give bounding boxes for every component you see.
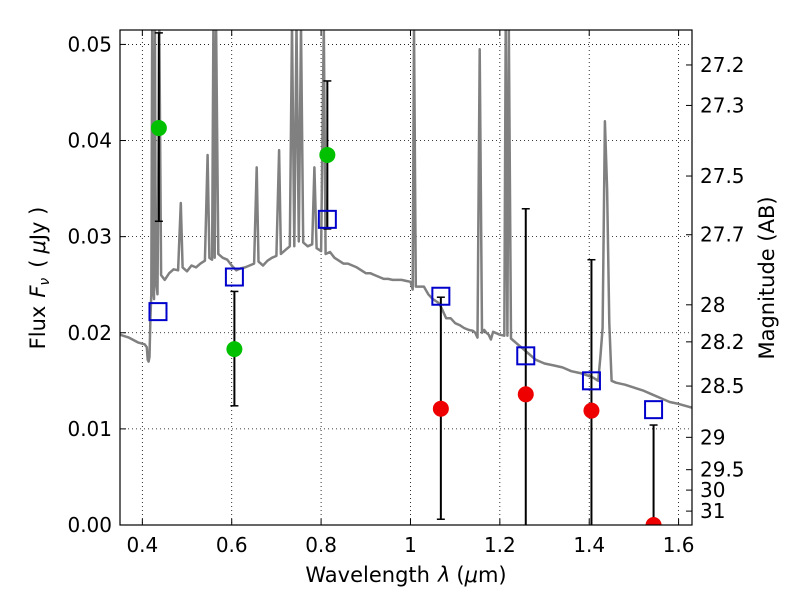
- x-tick-label: 1.6: [663, 533, 695, 557]
- magnitude-tick-label: 28: [700, 293, 725, 317]
- magnitude-tick-label: 30: [700, 478, 725, 502]
- data-point-circle: [226, 341, 243, 358]
- x-tick-label: 1: [404, 533, 417, 557]
- magnitude-tick-label: 28.2: [700, 330, 745, 354]
- y-tick-label: 0.03: [67, 225, 112, 249]
- model-spectrum-line: [120, 30, 692, 409]
- data-point-square: [581, 371, 601, 391]
- y-axis-label-symbol-sub: ν: [37, 278, 53, 286]
- grid: [120, 30, 692, 526]
- error-bars: [154, 32, 658, 525]
- y-tick-label: 0.00: [67, 513, 112, 537]
- x-axis-label-text: Wavelength: [305, 563, 430, 587]
- data-point-square: [224, 267, 244, 287]
- magnitude-tick-label: 27.5: [700, 164, 745, 188]
- x-tick-label: 0.6: [216, 533, 248, 557]
- x-axis-label: Wavelength λ (μm): [305, 563, 506, 587]
- data-point-square: [148, 302, 168, 322]
- data-point-circle: [583, 402, 600, 419]
- data-markers: [148, 120, 664, 525]
- magnitude-tick-label: 28.5: [700, 374, 745, 398]
- x-tick-label: 1.2: [484, 533, 516, 557]
- x-axis-label-unit-open: (: [456, 563, 464, 587]
- magnitude-tick-label: 27.2: [700, 53, 745, 77]
- magnitude-tick-label: 27.3: [700, 93, 745, 117]
- plot-area: [120, 30, 692, 525]
- magnitude-axis-label: Magnitude (AB): [755, 196, 779, 359]
- y-axis-label-unit-rest: Jy ): [26, 207, 50, 243]
- y-axis-label-text: Flux: [26, 306, 50, 350]
- x-axis-label-unit-rest: m): [478, 563, 507, 587]
- y-axis-label: Flux Fν ( μJy ): [26, 207, 53, 350]
- data-point-circle: [150, 120, 167, 137]
- magnitude-tick-label: 29: [700, 425, 725, 449]
- y-tick-label: 0.05: [67, 32, 112, 56]
- y-tick-label: 0.01: [67, 417, 112, 441]
- x-tick-label: 0.4: [126, 533, 158, 557]
- data-point-square: [516, 346, 536, 366]
- plot-frame: [119, 29, 693, 526]
- x-tick-label: 0.8: [305, 533, 337, 557]
- data-point-square: [431, 286, 451, 306]
- data-point-circle: [319, 146, 336, 163]
- magnitude-tick-label: 27.7: [700, 223, 745, 247]
- data-point-circle: [432, 400, 449, 417]
- y-axis-label-symbol: F: [26, 285, 50, 298]
- magnitude-tick-label: 29.5: [700, 458, 745, 482]
- axis-ticks: 0.4 0.6 0.8 1 1.2 1.4 1.6 0.00 0.01 0.02 0.03 0.04 0…: [67, 30, 745, 557]
- y-axis-label-unit-mu: μ: [26, 240, 50, 254]
- x-axis-label-unit-mu: μ: [464, 563, 478, 587]
- x-axis-label-symbol: λ: [437, 563, 450, 587]
- data-point-circle: [517, 386, 534, 403]
- y-axis-label-unit-open: (: [26, 260, 50, 268]
- y-tick-label: 0.02: [67, 321, 112, 345]
- data-point-square: [644, 400, 664, 420]
- magnitude-tick-label: 31: [700, 499, 725, 523]
- data-point-circle: [645, 517, 662, 525]
- x-tick-label: 1.4: [573, 533, 605, 557]
- y-tick-label: 0.04: [67, 129, 112, 153]
- data-point-square: [317, 209, 337, 229]
